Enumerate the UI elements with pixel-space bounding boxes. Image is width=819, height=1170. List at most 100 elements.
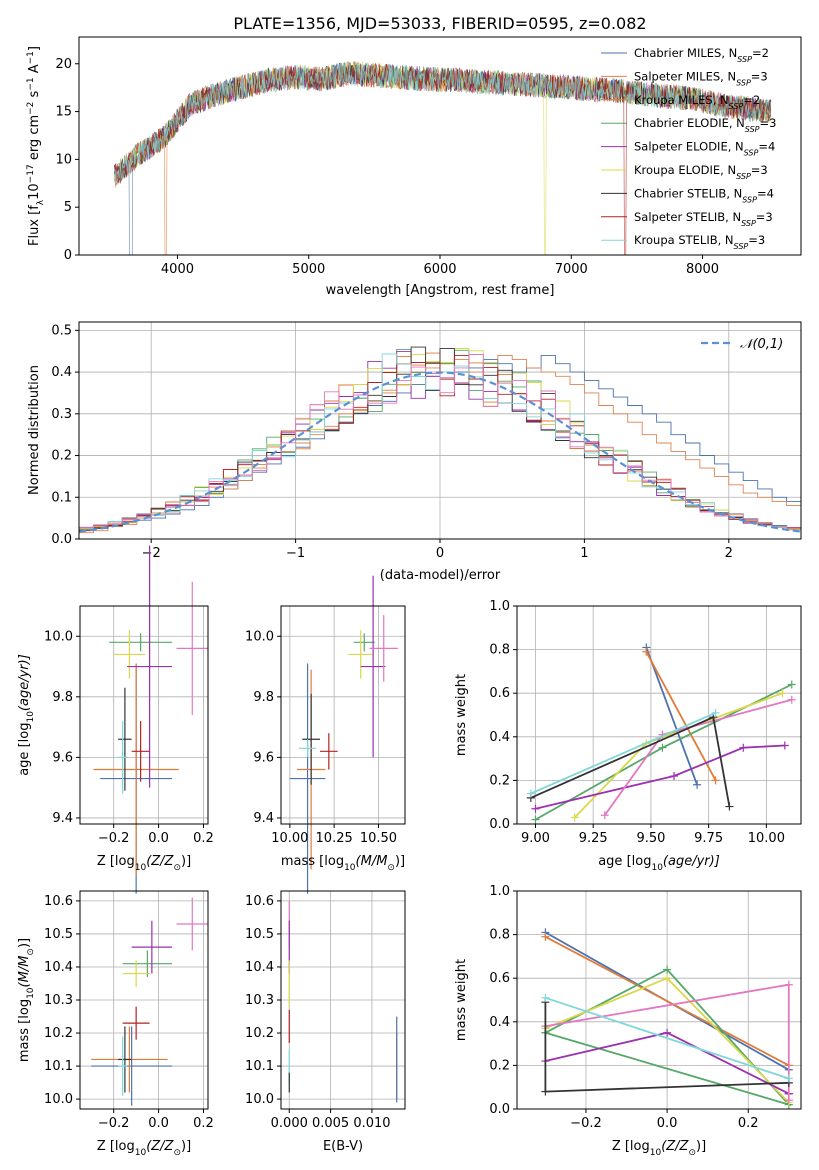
ytick-label-4: 0.8 bbox=[489, 643, 510, 658]
legend-label-normal: 𝒩(0,1) bbox=[740, 337, 783, 352]
series-marker-3-0 bbox=[570, 813, 579, 822]
xtick-label-4: 8000 bbox=[686, 262, 719, 277]
ylabel: mass weight bbox=[454, 959, 469, 1041]
xtick-label-1: 9.25 bbox=[579, 831, 608, 846]
series-line-7 bbox=[530, 711, 716, 795]
ytick-label-5: 1.0 bbox=[489, 599, 510, 614]
xtick-label-0: 4000 bbox=[161, 262, 194, 277]
xlabel-part: (M/M bbox=[356, 854, 388, 869]
xtick-label-2: 10.50 bbox=[360, 831, 397, 846]
series-marker-4-1 bbox=[663, 1028, 672, 1037]
grid bbox=[80, 606, 208, 824]
grid bbox=[517, 890, 801, 1110]
ytick-label-6: 10.6 bbox=[44, 894, 73, 909]
xlabel-part: ⊙ bbox=[688, 1148, 696, 1158]
ytick-label-2: 9.8 bbox=[253, 690, 274, 705]
xtick-label-2: 6000 bbox=[423, 262, 456, 277]
legend-label-tail: =4 bbox=[758, 140, 775, 154]
ytick-label-2: 0.2 bbox=[51, 449, 72, 464]
ylabel-part: age [log bbox=[17, 723, 32, 776]
xtick-label-4: 10.00 bbox=[748, 831, 785, 846]
xlabel-part: )] bbox=[696, 1139, 706, 1154]
xtick-label-3: 1 bbox=[580, 546, 588, 561]
legend-label-tail: =3 bbox=[748, 233, 765, 247]
ytick-label-2: 0.4 bbox=[489, 730, 510, 745]
legend-label-tail: =3 bbox=[751, 163, 768, 177]
xlabel-part: 10 bbox=[344, 863, 356, 873]
series-line-0 bbox=[645, 647, 698, 786]
panel-mw-vs-Z: −0.2 0.0 0.2 0.0 0.2 0.4 0.6 0.8 1.0 Z [log10(Z/Z… bbox=[454, 884, 802, 1158]
xlabel-part: 10 bbox=[650, 1148, 662, 1158]
axes-frame bbox=[516, 605, 802, 825]
legend-label-4: Salpeter ELODIE, NSSP=4 bbox=[634, 140, 775, 158]
xtick-label-1: 0.0 bbox=[148, 1116, 169, 1131]
xlabel-part: Z [log bbox=[97, 854, 135, 869]
xlabel-part: (Z/Z bbox=[146, 1139, 174, 1154]
panel-mass-vs-ebv: 0.000 0.005 0.010 10.0 10.1 10.2 10.3 10.4 10.5 1… bbox=[245, 890, 406, 1154]
ylabel-part: mass weight bbox=[454, 959, 469, 1041]
legend-label-sub: SSP bbox=[737, 55, 752, 64]
ylabel: mass [log10(M/M⊙)] bbox=[17, 938, 36, 1062]
ytick-label-2: 10.2 bbox=[245, 1026, 274, 1041]
legend-label-0: Chabrier MILES, NSSP=2 bbox=[634, 46, 769, 64]
ytick-label-4: 10.4 bbox=[245, 960, 274, 975]
residual-histograms bbox=[78, 346, 802, 539]
parameter-panels: −0.2 0.0 0.29.49.69.810.0Z [log10(Z/Z⊙)]ag… bbox=[17, 545, 802, 1158]
xlabel-part: )] bbox=[181, 1139, 191, 1154]
ytick-label-1: 9.6 bbox=[253, 750, 274, 765]
ylabel-part: mass [log bbox=[17, 999, 32, 1062]
xtick-label-2: 0.2 bbox=[193, 831, 214, 846]
legend-label-tail: =3 bbox=[760, 116, 777, 130]
marks bbox=[91, 897, 208, 1106]
ytick-label-5: 0.5 bbox=[51, 323, 72, 338]
spectrum-lines bbox=[114, 61, 772, 256]
legend-label-sub: SSP bbox=[741, 218, 756, 227]
histogram-series-9 bbox=[78, 354, 802, 539]
xtick-label-0: 10.00 bbox=[271, 831, 308, 846]
ytick-label-0: 0 bbox=[64, 248, 72, 263]
legend-label-1: Salpeter MILES, NSSP=3 bbox=[634, 69, 768, 87]
series-marker-2-1 bbox=[663, 965, 672, 974]
ytick-label-2: 9.8 bbox=[52, 690, 73, 705]
series-marker-5-0 bbox=[600, 811, 609, 820]
ylabel-part: mass weight bbox=[454, 674, 469, 756]
series-marker-3-1 bbox=[663, 974, 672, 983]
xlabel-part: age [log bbox=[598, 854, 651, 869]
ytick-label-1: 5 bbox=[64, 200, 72, 215]
ytick-label-3: 0.3 bbox=[51, 407, 72, 422]
grid bbox=[281, 891, 405, 1109]
series-marker-0-1 bbox=[693, 780, 702, 789]
ytick-label-3: 15 bbox=[55, 105, 72, 120]
legend-label-sub: SSP bbox=[744, 148, 759, 157]
xlabel-part: (Z/Z bbox=[661, 1139, 689, 1154]
ytick-label-3: 10.0 bbox=[44, 629, 73, 644]
ticks: 0.000 0.005 0.010 10.0 10.1 10.2 10.3 10.4 10.5 1… bbox=[245, 894, 390, 1131]
series-line-7 bbox=[545, 996, 790, 1080]
ylabel-part: (age/yr)] bbox=[17, 654, 32, 711]
panel-mw-vs-age: 9.00 9.25 9.50 9.75 10.00 0.0 0.2 0.4 0.6 0.8 1.0 a… bbox=[454, 599, 802, 873]
series-marker-4-1 bbox=[670, 772, 679, 781]
series-marker-7-0 bbox=[526, 789, 535, 798]
marks bbox=[541, 928, 793, 1109]
legend-label-name: Kroupa STELIB, N bbox=[634, 233, 734, 247]
residual-legend: 𝒩(0,1) bbox=[701, 337, 783, 352]
xtick-label-2: 0 bbox=[436, 546, 444, 561]
legend-label-name: Salpeter MILES, N bbox=[634, 69, 736, 83]
xlabel: Z [log10(Z/Z⊙)] bbox=[97, 1139, 191, 1158]
xtick-label-0: 9.00 bbox=[521, 831, 550, 846]
legend-label-sub: SSP bbox=[745, 125, 760, 134]
xlabel-part: ⊙ bbox=[173, 1148, 181, 1158]
legend-label-name: Salpeter STELIB, N bbox=[634, 210, 741, 224]
series-marker-4-0 bbox=[531, 804, 540, 813]
xtick-label-2: 0.2 bbox=[738, 1116, 759, 1131]
ytick-label-3: 10.0 bbox=[245, 629, 274, 644]
series-marker-1-1 bbox=[711, 776, 720, 785]
ylabel-part: (M/M bbox=[17, 956, 32, 988]
spectrum-panel: PLATE=1356, MJD=53033, FIBERID=0595, z=0… bbox=[26, 14, 802, 298]
ytick-label-0: 0.0 bbox=[489, 817, 510, 832]
legend-label-name: Kroupa ELODIE, N bbox=[634, 163, 736, 177]
normal-curve bbox=[78, 371, 802, 533]
xlabel: Z [log10(Z/Z⊙)] bbox=[97, 854, 191, 873]
